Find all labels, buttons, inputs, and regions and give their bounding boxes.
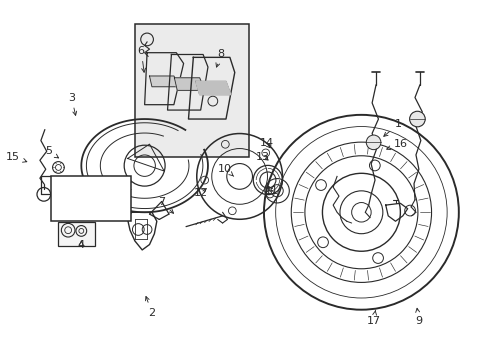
- Text: 5: 5: [45, 146, 59, 158]
- Polygon shape: [149, 76, 180, 87]
- Text: 15: 15: [6, 152, 27, 162]
- Text: 14: 14: [259, 139, 273, 148]
- Text: 8: 8: [216, 49, 224, 67]
- Polygon shape: [195, 81, 230, 95]
- Text: 6: 6: [138, 46, 145, 72]
- Text: 2: 2: [145, 297, 155, 318]
- Text: 11: 11: [264, 186, 278, 196]
- Text: 13: 13: [256, 152, 269, 162]
- Bar: [55, 179, 122, 215]
- Text: 10: 10: [218, 163, 233, 176]
- Text: 7: 7: [158, 197, 173, 213]
- Text: 1: 1: [383, 120, 401, 136]
- Bar: [135, 24, 249, 157]
- Polygon shape: [174, 78, 204, 90]
- Circle shape: [409, 111, 425, 127]
- Text: 3: 3: [68, 93, 77, 115]
- Bar: [51, 176, 131, 221]
- Text: 16: 16: [386, 139, 407, 150]
- Text: 4: 4: [78, 239, 85, 249]
- Text: 9: 9: [414, 308, 422, 325]
- Bar: [58, 222, 95, 246]
- Text: 12: 12: [193, 188, 207, 198]
- Circle shape: [366, 135, 380, 150]
- Text: 17: 17: [366, 310, 380, 325]
